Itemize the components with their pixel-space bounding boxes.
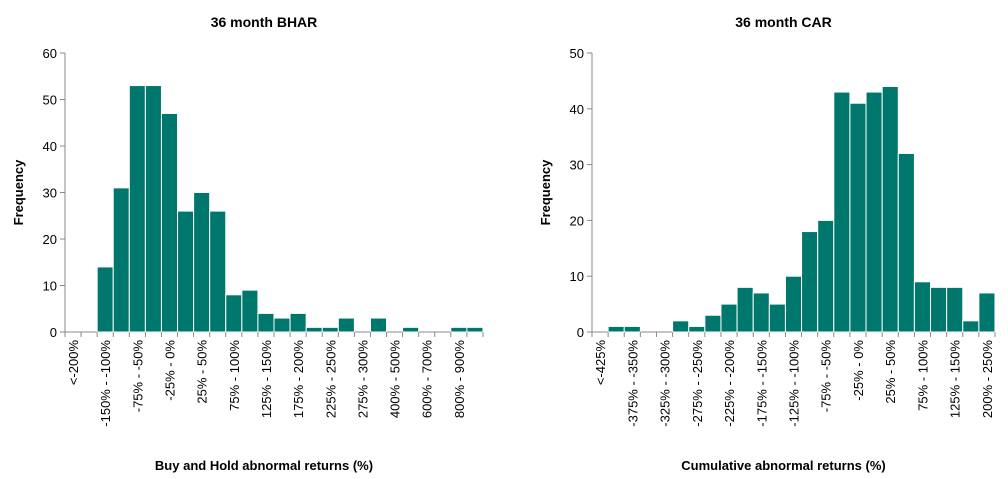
x-tick-label: 175% - 200%	[291, 340, 306, 418]
bar	[241, 289, 259, 333]
x-tick-label: 400% - 500%	[388, 340, 403, 418]
x-tick-label: 25% - 50%	[883, 340, 898, 404]
x-tick-label: <-200%	[66, 340, 81, 386]
x-tick-label: -25% - 0%	[851, 340, 866, 401]
x-tick-label: 75% - 100%	[227, 340, 242, 411]
y-tick-label: 20	[570, 213, 584, 228]
bar	[160, 112, 179, 333]
bar	[768, 303, 786, 333]
y-tick-label: 30	[43, 186, 57, 201]
y-tick-label: 50	[43, 93, 57, 108]
x-tick-label: 275% - 300%	[355, 340, 370, 418]
x-tick-label: -25% - 0%	[163, 340, 178, 401]
bar	[128, 85, 146, 333]
bar	[817, 219, 835, 333]
x-tick-label: -75% - -50%	[819, 340, 834, 413]
x-tick-label: <-425%	[593, 340, 608, 386]
bar	[112, 187, 130, 333]
chart-title: 36 month BHAR	[211, 14, 318, 30]
x-tick-label: -175% - -150%	[754, 340, 769, 427]
x-tick-label: 600% - 700%	[420, 340, 435, 418]
bar	[209, 210, 227, 333]
bar	[930, 286, 948, 333]
bar	[962, 320, 980, 333]
bar	[623, 325, 641, 333]
y-axis-title: Frequency	[11, 159, 26, 226]
x-tick-label: -125% - -100%	[787, 340, 802, 427]
x-tick-label: 200% - 250%	[980, 340, 995, 418]
y-tick-label: 60	[43, 46, 57, 61]
bar	[466, 326, 484, 333]
bar	[257, 312, 275, 333]
x-tick-label: -150% - -100%	[98, 340, 113, 427]
y-axis-title: Frequency	[538, 159, 553, 226]
y-tick-label: 30	[570, 158, 584, 173]
y-tick-label: 0	[577, 325, 584, 340]
x-axis-title: Cumulative abnormal returns (%)	[681, 458, 885, 473]
y-tick-label: 0	[50, 325, 57, 340]
bar	[289, 312, 307, 333]
bar	[801, 231, 819, 333]
y-tick-label: 40	[570, 102, 584, 117]
x-tick-label: 800% - 900%	[452, 340, 467, 418]
bar	[720, 303, 738, 333]
bar	[337, 317, 355, 333]
bar	[144, 85, 162, 333]
bar	[784, 275, 803, 333]
bar	[672, 320, 690, 333]
x-tick-label: 75% - 100%	[915, 340, 930, 411]
bar	[96, 266, 114, 333]
x-tick-label: -375% - -350%	[625, 340, 640, 427]
bar	[833, 91, 851, 333]
bar	[607, 325, 625, 333]
bar	[897, 152, 915, 333]
x-tick-label: 125% - 150%	[948, 340, 963, 418]
bar	[321, 326, 339, 333]
chart-title: 36 month CAR	[735, 14, 831, 30]
x-tick-label: -325% - -300%	[658, 340, 673, 427]
bar	[305, 326, 323, 333]
y-tick-label: 20	[43, 232, 57, 247]
bar	[736, 286, 754, 333]
bar	[849, 102, 867, 333]
bar	[688, 325, 706, 333]
bar	[225, 294, 243, 333]
bar	[450, 326, 468, 333]
bar	[946, 286, 964, 333]
bar	[273, 317, 291, 333]
y-tick-label: 50	[570, 46, 584, 61]
bar	[193, 192, 211, 333]
bar	[881, 85, 899, 333]
x-axis-title: Buy and Hold abnormal returns (%)	[155, 458, 373, 473]
bar	[752, 292, 770, 333]
x-tick-label: -275% - -250%	[690, 340, 705, 427]
y-tick-label: 10	[570, 269, 584, 284]
bar	[978, 292, 996, 333]
bar	[369, 317, 388, 333]
bar	[177, 210, 195, 333]
bar	[704, 314, 722, 333]
x-tick-label: 125% - 150%	[259, 340, 274, 418]
x-tick-label: 25% - 50%	[195, 340, 210, 404]
x-tick-label: -225% - -200%	[722, 340, 737, 427]
bar	[402, 326, 420, 333]
y-tick-label: 10	[43, 279, 57, 294]
x-tick-label: -75% - -50%	[130, 340, 145, 413]
bar	[913, 281, 932, 333]
bar	[865, 91, 883, 333]
x-tick-label: 225% - 250%	[323, 340, 338, 418]
y-tick-label: 40	[43, 139, 57, 154]
